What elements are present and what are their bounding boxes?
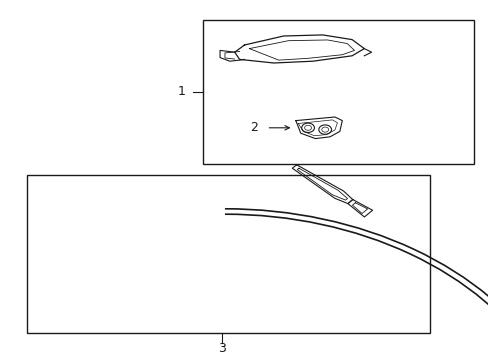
Text: 2: 2 <box>250 121 258 134</box>
Bar <box>203 20 473 164</box>
Text: 3: 3 <box>218 342 226 355</box>
Bar <box>27 175 429 333</box>
Text: 1: 1 <box>178 85 185 98</box>
